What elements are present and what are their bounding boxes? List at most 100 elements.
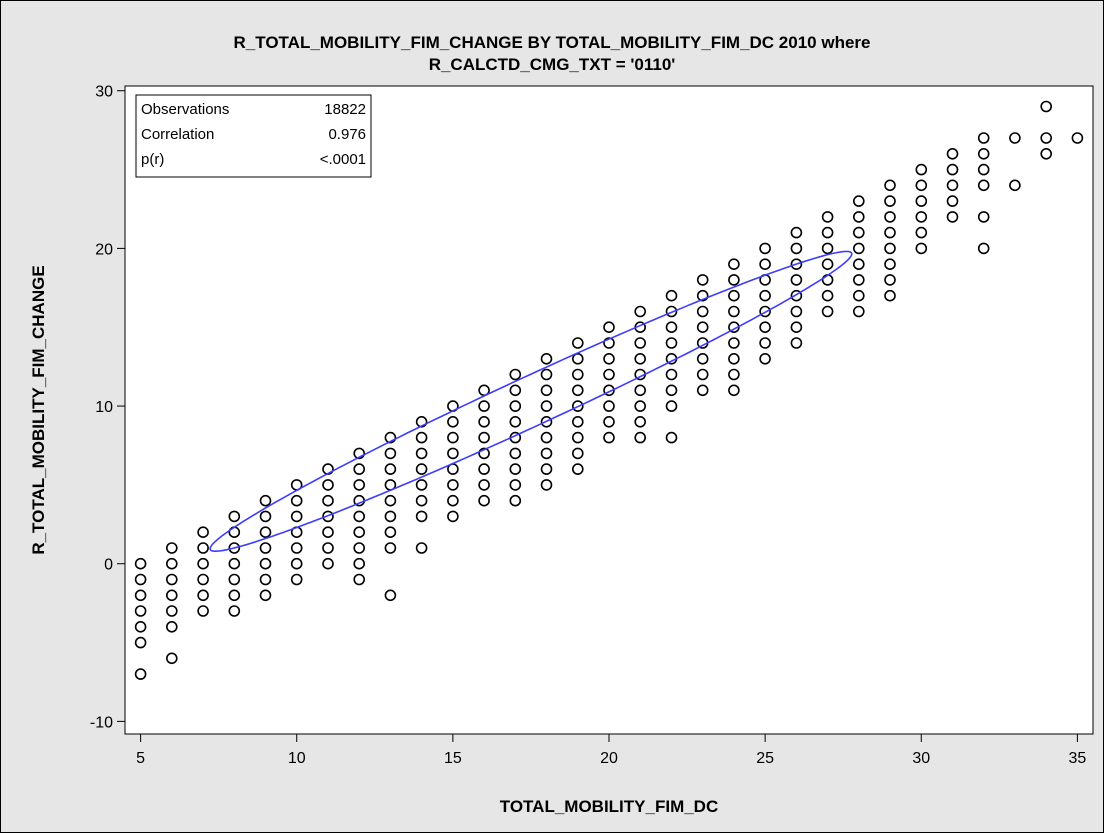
data-point	[166, 652, 178, 665]
data-point	[884, 289, 896, 302]
data-point	[571, 352, 584, 365]
data-point	[571, 415, 584, 428]
data-point	[509, 415, 522, 428]
data-point	[290, 510, 303, 523]
data-point	[478, 479, 490, 491]
data-point	[415, 494, 428, 507]
data-point	[1009, 132, 1021, 144]
data-point	[884, 226, 896, 239]
y-tick-label: -10	[90, 714, 113, 731]
data-point	[571, 400, 584, 412]
stat-label-correlation: Correlation	[141, 126, 214, 143]
data-point	[353, 447, 366, 460]
data-point	[509, 447, 522, 460]
data-point	[259, 494, 272, 507]
stat-value-p-r: <.0001	[320, 151, 366, 168]
data-point	[290, 494, 303, 507]
data-point	[509, 384, 522, 397]
data-point	[634, 337, 647, 349]
data-point	[852, 195, 865, 207]
data-point	[447, 447, 459, 460]
data-point	[540, 415, 553, 428]
data-point	[259, 526, 272, 539]
data-point	[696, 352, 709, 365]
data-point	[852, 242, 865, 255]
data-point	[977, 242, 990, 255]
data-point	[228, 589, 241, 602]
data-point	[665, 305, 678, 318]
data-point	[665, 289, 678, 302]
data-point	[946, 148, 959, 160]
data-point	[134, 589, 147, 602]
data-point	[322, 510, 334, 523]
data-points	[134, 100, 1084, 680]
data-point	[540, 479, 553, 491]
data-point	[603, 400, 615, 412]
data-point	[197, 573, 209, 586]
data-point	[447, 494, 459, 507]
data-point	[696, 368, 709, 381]
x-tick-label: 25	[756, 750, 774, 767]
data-point	[290, 557, 303, 570]
data-point	[852, 289, 865, 302]
data-point	[384, 494, 397, 507]
data-point	[603, 321, 615, 334]
data-point	[915, 163, 928, 176]
data-point	[790, 305, 803, 318]
statistics-box-frame	[135, 94, 372, 178]
data-point	[728, 384, 740, 397]
data-point	[696, 384, 709, 397]
data-point	[197, 526, 209, 539]
data-point	[884, 242, 896, 255]
y-axis-label: R_TOTAL_MOBILITY_FIM_CHANGE	[29, 265, 48, 554]
data-point	[603, 431, 615, 444]
data-point	[478, 431, 490, 444]
data-point	[478, 447, 490, 460]
data-point	[821, 226, 834, 239]
data-point	[384, 463, 397, 475]
data-point	[447, 415, 459, 428]
data-point	[509, 494, 522, 507]
data-point	[228, 542, 241, 554]
stat-value-observations: 18822	[324, 101, 366, 118]
data-point	[353, 526, 366, 539]
x-tick-label: 30	[912, 750, 930, 767]
data-point	[134, 573, 147, 586]
data-point	[322, 542, 334, 554]
data-point	[634, 384, 647, 397]
data-point	[821, 242, 834, 255]
data-point	[571, 337, 584, 349]
data-point	[946, 179, 959, 192]
data-point	[166, 573, 178, 586]
plot-area	[124, 85, 1094, 735]
data-point	[790, 321, 803, 334]
data-point	[728, 274, 740, 286]
y-tick-label: 20	[95, 241, 113, 258]
data-point	[852, 274, 865, 286]
data-point	[696, 305, 709, 318]
chart-title-line-2: R_CALCTD_CMG_TXT = '0110'	[429, 55, 676, 74]
data-point	[759, 289, 771, 302]
data-point	[166, 605, 178, 617]
data-point	[322, 494, 334, 507]
data-point	[540, 431, 553, 444]
statistics-inset: Observations 18822 Correlation 0.976 p(r…	[135, 94, 372, 178]
x-tick-label: 5	[136, 750, 145, 767]
data-point	[790, 274, 803, 286]
data-point	[884, 258, 896, 271]
data-point	[353, 479, 366, 491]
data-point	[665, 400, 678, 412]
data-point	[696, 321, 709, 334]
data-point	[540, 384, 553, 397]
stat-value-correlation: 0.976	[328, 126, 366, 143]
data-point	[634, 305, 647, 318]
data-point	[759, 321, 771, 334]
data-point	[447, 431, 459, 444]
data-point	[447, 479, 459, 491]
data-point	[415, 463, 428, 475]
data-point	[540, 400, 553, 412]
data-point	[134, 620, 147, 633]
data-point	[884, 179, 896, 192]
data-point	[384, 510, 397, 523]
